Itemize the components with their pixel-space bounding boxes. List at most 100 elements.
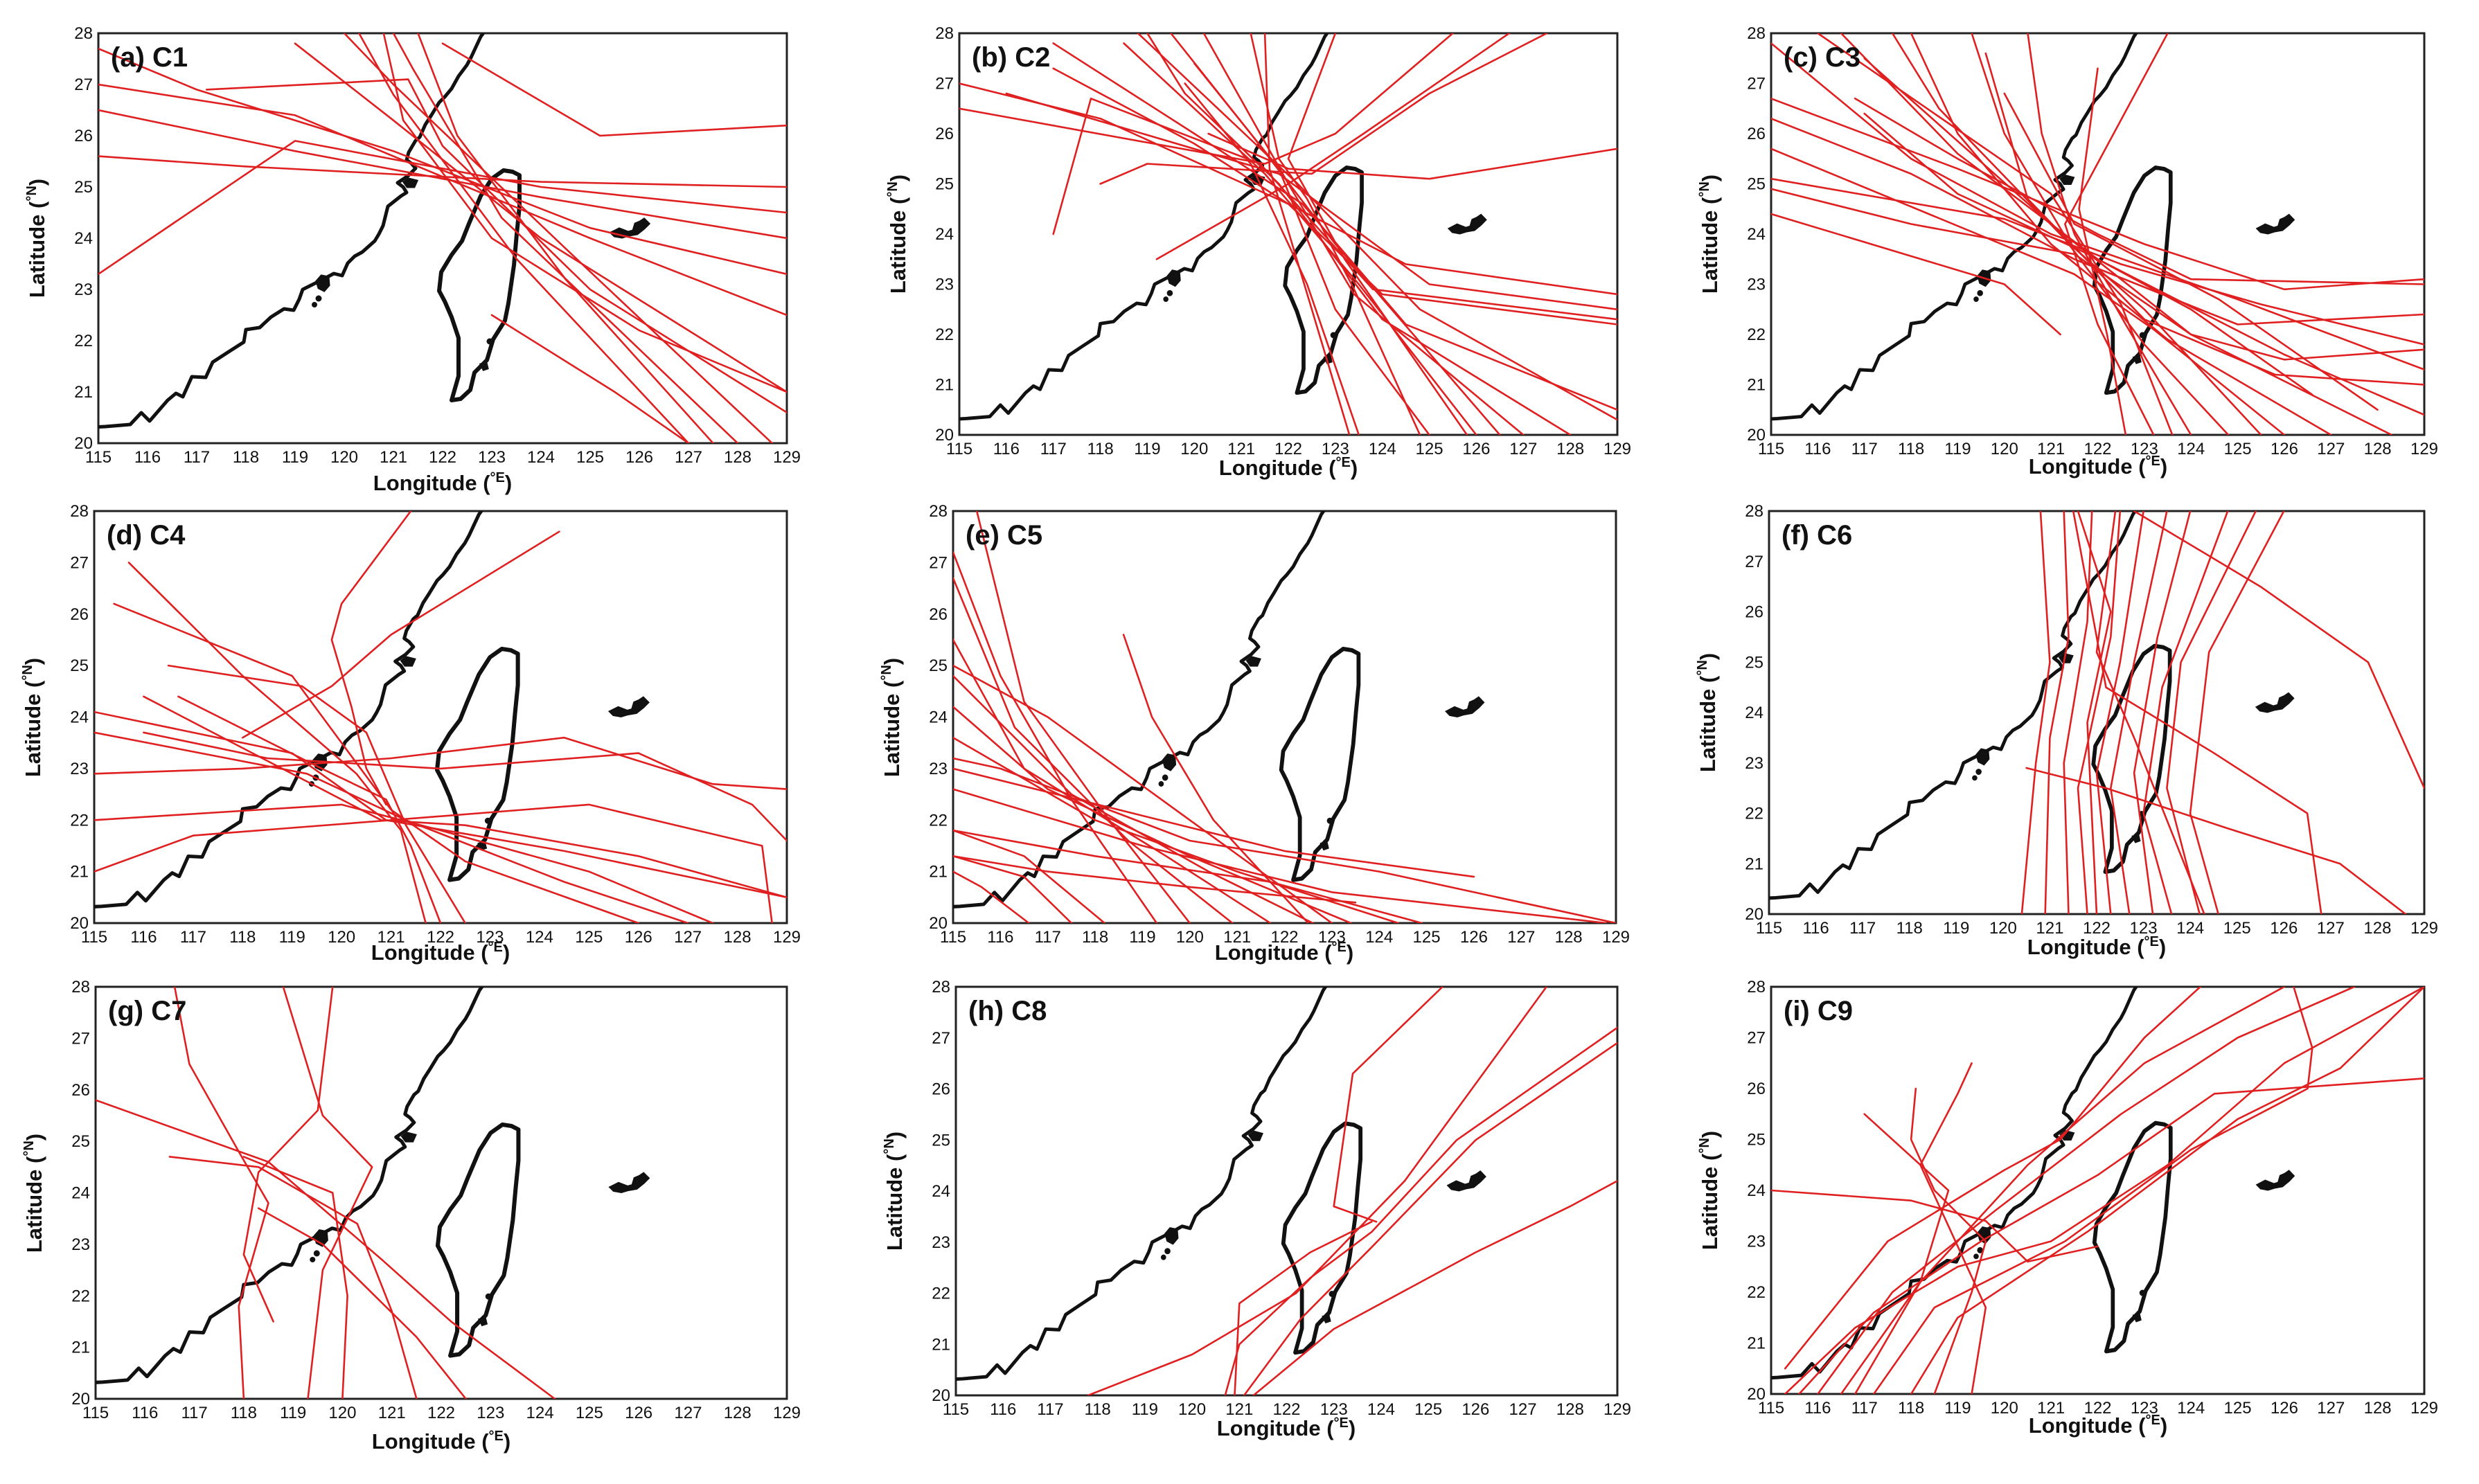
y-tick-label: 21 — [929, 863, 948, 882]
x-tick-labels: 115 116 117 118 119 120 121 122 123 124 125 126 127 1… — [943, 1400, 1631, 1419]
y-axis-label: Latitude (°N) — [879, 658, 904, 777]
x-tick-label: 125 — [2224, 1399, 2252, 1418]
y-tick-label: 21 — [935, 376, 954, 395]
x-tick-label: 127 — [675, 448, 702, 467]
x-tick-label: 117 — [1040, 440, 1067, 458]
typhoon-track — [953, 788, 1608, 923]
typhoon-track — [1184, 82, 1360, 435]
x-tick-label: 116 — [990, 1400, 1016, 1419]
x-tick-label: 122 — [1274, 440, 1302, 458]
y-tick-label: 24 — [935, 225, 954, 244]
typhoon-track — [959, 33, 1454, 165]
typhoon-track — [953, 674, 1314, 923]
x-tick-label: 120 — [1180, 440, 1208, 458]
y-tick-label: 26 — [929, 605, 948, 624]
y-tick-label: 20 — [1747, 1385, 1766, 1404]
map-panel-e-c5: (e) C5 115 116 117 118 119 120 121 122 123 124 125… — [879, 502, 1630, 965]
typhoon-track — [173, 987, 269, 1399]
x-tick-label: 120 — [1176, 928, 1204, 947]
x-tick-label: 127 — [2317, 1399, 2345, 1418]
typhoon-track — [1817, 33, 2174, 435]
typhoon-track — [953, 757, 1616, 923]
y-tick-label: 20 — [935, 426, 954, 445]
x-tick-label: 121 — [2037, 440, 2065, 458]
typhoon-track — [1891, 33, 2230, 435]
typhoon-track — [1170, 33, 1501, 435]
x-tick-label: 119 — [1129, 928, 1155, 947]
typhoon-track — [1771, 213, 2061, 336]
x-tick-label: 120 — [1991, 440, 2018, 458]
typhoon-track — [1087, 987, 1548, 1395]
x-tick-label: 128 — [1556, 440, 1584, 458]
typhoon-track — [127, 562, 427, 923]
y-tick-label: 22 — [929, 811, 948, 830]
y-tick-label: 22 — [935, 325, 954, 344]
typhoon-track — [98, 155, 787, 188]
x-tick-label: 120 — [328, 1404, 356, 1422]
x-tick-label: 121 — [378, 1404, 406, 1422]
plot-frame — [97, 32, 788, 445]
typhoon-track — [1771, 188, 2424, 361]
typhoon-track — [2063, 33, 2169, 435]
x-tick-label: 116 — [1802, 919, 1829, 938]
typhoon-track — [94, 803, 773, 923]
y-tick-labels: 20 21 22 23 24 25 26 27 28 — [71, 978, 90, 1409]
x-tick-label: 125 — [576, 1404, 603, 1422]
x-tick-label: 117 — [1035, 928, 1061, 947]
x-axis-label: Longitude (°E) — [372, 1429, 510, 1454]
y-tick-label: 22 — [1747, 325, 1766, 344]
y-tick-label: 21 — [932, 1335, 950, 1354]
typhoon-track — [257, 1207, 467, 1399]
y-tick-label: 24 — [1745, 704, 1763, 722]
x-tick-label: 115 — [82, 1404, 109, 1422]
typhoon-track — [2109, 511, 2168, 914]
y-tick-labels: 20 21 22 23 24 25 26 27 28 — [929, 502, 948, 933]
x-tick-label: 128 — [1556, 1400, 1584, 1419]
map-panel-b-c2: (b) C2 115 116 117 118 119 120 121 122 123 124 125… — [885, 24, 1631, 480]
x-tick-label: 119 — [1943, 919, 1969, 938]
x-tick-label: 129 — [1602, 928, 1630, 947]
x-tick-label: 117 — [184, 448, 210, 467]
y-tick-label: 25 — [74, 178, 93, 197]
x-tick-labels: 115 116 117 118 119 120 121 122 123 124 125 126 127 1… — [940, 928, 1630, 947]
x-tick-label: 121 — [377, 928, 405, 947]
x-tick-label: 118 — [1087, 440, 1113, 458]
typhoon-track — [1137, 33, 1617, 421]
x-tick-label: 122 — [427, 1404, 455, 1422]
typhoon-track — [953, 577, 1234, 923]
typhoon-track — [94, 710, 787, 899]
typhoon-track — [205, 78, 787, 413]
y-tick-label: 28 — [1747, 24, 1766, 43]
y-axis-label: Latitude (°N) — [885, 175, 910, 294]
y-tick-label: 26 — [71, 1081, 90, 1100]
x-tick-label: 124 — [2177, 1399, 2205, 1418]
x-axis-label: Longitude (°E) — [2027, 934, 2166, 959]
typhoon-track — [953, 706, 1352, 923]
typhoon-track — [953, 829, 1105, 923]
y-axis-label: Latitude (°N) — [882, 1132, 907, 1251]
x-tick-label: 126 — [1462, 440, 1490, 458]
y-tick-label: 28 — [1745, 502, 1763, 521]
x-tick-label: 121 — [2037, 1399, 2065, 1418]
typhoon-track — [2025, 767, 2407, 914]
y-tick-label: 26 — [1747, 125, 1766, 143]
typhoon-track — [441, 42, 787, 137]
y-tick-label: 24 — [1747, 225, 1766, 244]
x-tick-label: 118 — [233, 448, 259, 467]
x-tick-label: 129 — [1603, 1400, 1631, 1419]
typhoon-track — [1854, 1113, 1950, 1394]
panel-title: (h) C8 — [968, 996, 1047, 1026]
typhoon-track — [94, 736, 787, 790]
typhoon-track — [2020, 511, 2051, 914]
typhoon-track — [490, 314, 690, 443]
typhoon-track — [1771, 147, 2286, 435]
x-tick-label: 119 — [1132, 1400, 1158, 1419]
x-tick-labels: 115 116 117 118 119 120 121 122 123 124 125 126 127 1… — [82, 1404, 801, 1422]
y-tick-label: 25 — [935, 175, 954, 194]
x-tick-label: 124 — [2177, 440, 2205, 458]
x-tick-label: 129 — [1603, 440, 1631, 458]
x-tick-label: 116 — [993, 440, 1020, 458]
typhoon-track — [1798, 1078, 2424, 1394]
y-tick-label: 22 — [1745, 805, 1763, 823]
